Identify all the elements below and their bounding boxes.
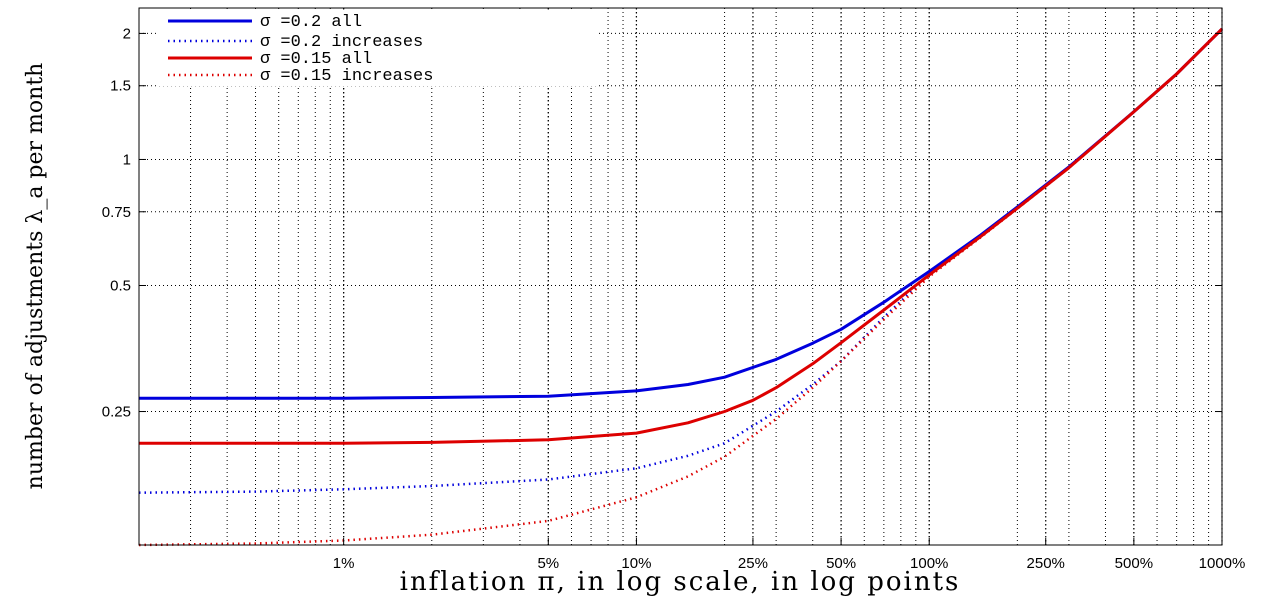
y-tick-label: 0.75	[102, 204, 131, 221]
legend-label-sigma-0-15-all: σ =0.15 all	[260, 50, 372, 69]
series-line-0-15-increases	[138, 28, 1223, 547]
y-tick-labels: 0.25 0.5 0.75 1 1.5 2	[102, 25, 1222, 421]
y-tick-label: 1.5	[110, 78, 131, 95]
x-tick-label: 1000%	[1199, 555, 1246, 572]
y-tick-label: 0.25	[102, 404, 131, 421]
y-tick-label: 1	[123, 151, 131, 168]
x-tick-label: 250%	[1027, 555, 1065, 572]
legend: σ =0.2 all σ =0.2 increases σ =0.15 all …	[158, 10, 598, 86]
plot-frame	[138, 7, 1223, 546]
y-tick-label: 0.5	[110, 277, 131, 294]
x-tick-label: 10%	[621, 555, 651, 572]
series-line-0-2-increases	[138, 28, 1223, 494]
x-tick-label: 500%	[1115, 555, 1153, 572]
plot-area	[139, 8, 1222, 545]
x-tick-label: 25%	[738, 555, 768, 572]
legend-label-sigma-0-15-increases: σ =0.15 increases	[260, 67, 433, 86]
y-axis-label: number of adjustments λ_a per month	[23, 63, 48, 490]
legend-box	[158, 10, 598, 86]
legend-label-sigma-0-2-all: σ =0.2 all	[260, 13, 362, 32]
series-line-0-15-all	[139, 27, 1224, 445]
legend-label-sigma-0-2-increases: σ =0.2 increases	[260, 33, 423, 52]
x-tick-labels: 1% 5% 10% 25% 50% 100% 250% 500% 1000%	[333, 538, 1246, 572]
x-tick-label: 5%	[537, 555, 559, 572]
x-tick-label: 100%	[910, 555, 948, 572]
series-layer	[138, 27, 1224, 547]
x-tick-label: 50%	[826, 555, 856, 572]
x-axis-label: inflation π, in log scale, in log points	[400, 567, 961, 597]
y-tick-label: 2	[123, 25, 131, 42]
x-tick-label: 1%	[333, 555, 355, 572]
